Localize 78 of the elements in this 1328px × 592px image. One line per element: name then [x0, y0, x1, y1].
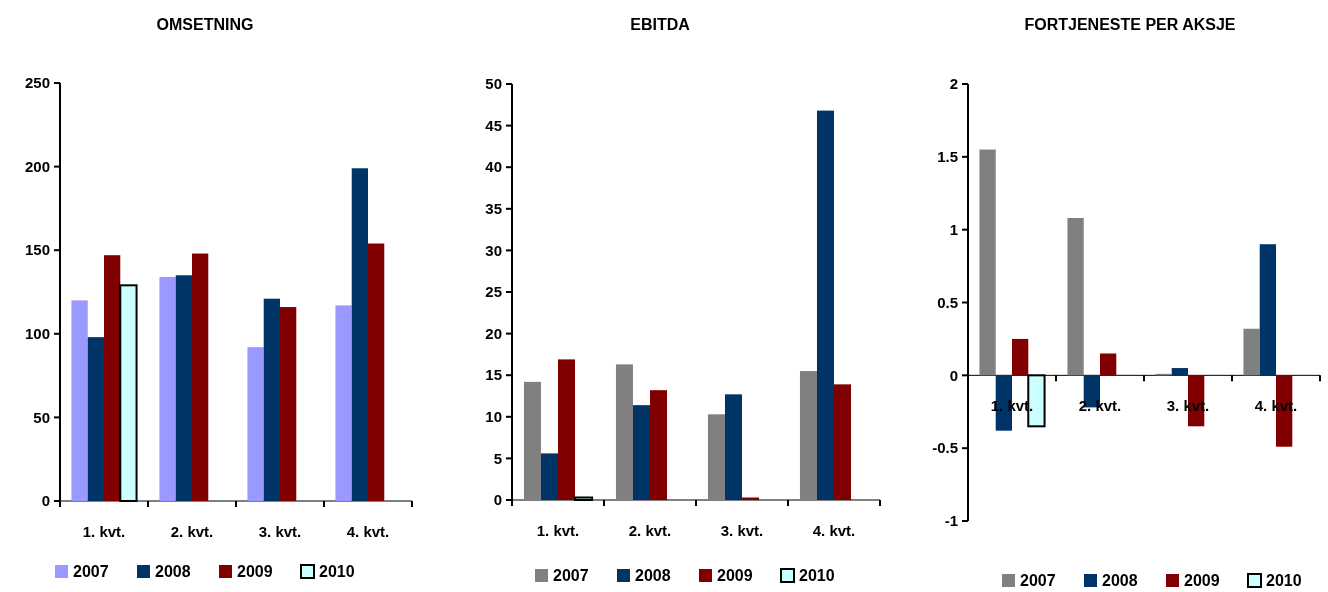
chart-title: OMSETNING [156, 16, 254, 33]
y-tick-label: 1.5 [937, 148, 958, 166]
y-tick-label: 25 [485, 283, 502, 301]
y-tick-label: -0.5 [932, 439, 958, 457]
bar [632, 405, 650, 500]
bar [615, 364, 633, 500]
bar [175, 275, 192, 501]
legend-label: 2007 [553, 567, 589, 584]
y-tick-label: 10 [485, 408, 502, 426]
bar [1243, 328, 1260, 376]
bar [87, 337, 104, 501]
y-tick-label: 250 [24, 74, 50, 92]
bar [263, 298, 280, 501]
legend-label: 2007 [73, 563, 109, 580]
bar [816, 110, 834, 500]
chart-title: EBITDA [630, 16, 691, 33]
bar [1171, 368, 1188, 376]
y-tick-label: 2 [949, 75, 958, 93]
bar [159, 276, 176, 501]
bar [368, 243, 385, 501]
legend-label: 2007 [1020, 572, 1056, 589]
y-tick-label: 0.5 [937, 293, 958, 311]
bar [523, 381, 541, 500]
legend-label: 2009 [717, 567, 753, 584]
y-tick-label: 45 [485, 116, 502, 134]
legend-label: 2010 [319, 563, 355, 580]
legend-label: 2008 [635, 567, 671, 584]
y-tick-label: 100 [24, 325, 50, 343]
bar [351, 168, 368, 501]
bar [192, 253, 209, 501]
legend-label: 2010 [799, 567, 835, 584]
x-tick-label: 1. kvt. [82, 523, 126, 540]
bar [540, 453, 558, 500]
y-tick-label: 0 [41, 492, 50, 510]
bar [1012, 338, 1029, 376]
x-tick-label: 1. kvt. [536, 522, 580, 539]
x-tick-label: 3. kvt. [258, 523, 302, 540]
x-tick-label: 4. kvt. [812, 522, 856, 539]
bar [979, 149, 996, 376]
y-tick-label: 1 [949, 220, 958, 238]
bar [1100, 353, 1117, 376]
y-tick-label: 150 [24, 241, 50, 259]
y-tick-label: 50 [33, 408, 50, 426]
y-tick-label: 30 [485, 241, 502, 259]
bar [834, 384, 852, 500]
bar [707, 414, 725, 500]
y-tick-label: 0 [949, 366, 958, 384]
y-tick-label: 35 [485, 200, 502, 218]
y-tick-label: -1 [944, 512, 958, 530]
y-tick-label: 0 [493, 491, 502, 509]
y-tick-label: 40 [485, 158, 502, 176]
bar [71, 300, 88, 501]
y-tick-label: 5 [493, 449, 502, 467]
x-tick-label: 3. kvt. [720, 522, 764, 539]
legend-label: 2009 [1184, 572, 1220, 589]
x-tick-label: 2. kvt. [628, 522, 672, 539]
bar [335, 305, 352, 501]
x-tick-label: 2. kvt. [170, 523, 214, 540]
bar [1067, 218, 1084, 376]
y-tick-label: 200 [24, 157, 50, 175]
chart-title: FORTJENESTE PER AKSJE [1024, 16, 1236, 33]
y-tick-label: 20 [485, 324, 502, 342]
x-tick-label: 4. kvt. [346, 523, 390, 540]
bar [724, 394, 742, 500]
bar [799, 371, 817, 500]
x-tick-label: 2. kvt. [1078, 397, 1122, 415]
legend-label: 2008 [1102, 572, 1138, 589]
y-tick-label: 50 [485, 75, 502, 93]
legend-label: 2010 [1266, 572, 1302, 589]
bar [1259, 244, 1276, 376]
bar [280, 307, 297, 501]
y-tick-label: 15 [485, 366, 502, 384]
bar [650, 390, 668, 500]
legend-label: 2008 [155, 563, 191, 580]
bar [247, 347, 264, 501]
bar [104, 255, 121, 501]
legend-label: 2009 [237, 563, 273, 580]
bar [558, 359, 576, 500]
